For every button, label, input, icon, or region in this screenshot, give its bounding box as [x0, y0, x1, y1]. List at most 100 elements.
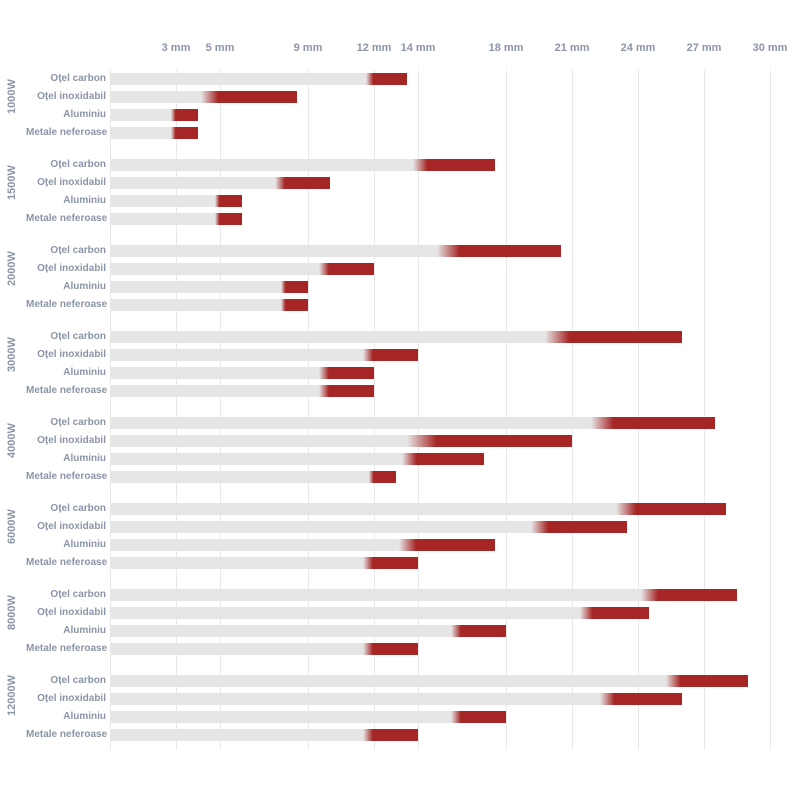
bar-base: [110, 729, 374, 741]
bar-fade: [545, 331, 573, 343]
x-tick-label: 24 mm: [621, 42, 656, 54]
power-group-label: 6000W: [6, 524, 18, 544]
bar-red: [286, 177, 330, 189]
bar-red: [462, 625, 506, 637]
power-group-label: 12000W: [6, 696, 18, 716]
material-label: Oțel inoxidabil: [26, 520, 106, 534]
bar-red: [176, 127, 198, 139]
cutting-capacity-chart: 3 mm5 mm9 mm12 mm14 mm18 mm21 mm24 mm27 …: [0, 0, 800, 800]
bar-red: [418, 539, 495, 551]
gridline: [638, 70, 639, 750]
material-label: Oțel carbon: [26, 416, 106, 430]
x-tick-label: 18 mm: [489, 42, 524, 54]
bar-red: [594, 607, 649, 619]
bar-base: [110, 435, 440, 447]
bar-red: [682, 675, 748, 687]
bar-base: [110, 213, 220, 225]
bar-base: [110, 417, 616, 429]
material-label: Aluminiu: [26, 452, 106, 466]
bar-base: [110, 503, 638, 515]
bar-fade: [363, 349, 374, 361]
bar-base: [110, 299, 286, 311]
bar-base: [110, 693, 616, 705]
material-label: Oțel carbon: [26, 588, 106, 602]
material-label: Metale neferoase: [26, 298, 106, 312]
material-label: Metale neferoase: [26, 642, 106, 656]
material-label: Aluminiu: [26, 366, 106, 380]
bar-red: [616, 417, 715, 429]
bar-base: [110, 127, 176, 139]
x-tick-label: 27 mm: [687, 42, 722, 54]
bar-fade: [402, 453, 419, 465]
bar-base: [110, 245, 462, 257]
bar-fade: [591, 417, 616, 429]
bar-red: [550, 521, 627, 533]
x-tick-label: 9 mm: [294, 42, 323, 54]
gridline: [572, 70, 573, 750]
bar-fade: [399, 539, 418, 551]
bar-red: [374, 557, 418, 569]
gridline: [506, 70, 507, 750]
material-label: Metale neferoase: [26, 556, 106, 570]
bar-fade: [580, 607, 594, 619]
material-label: Oțel carbon: [26, 502, 106, 516]
material-label: Metale neferoase: [26, 728, 106, 742]
bar-red: [374, 73, 407, 85]
bar-fade: [666, 675, 683, 687]
bar-fade: [363, 643, 374, 655]
bar-fade: [275, 177, 286, 189]
material-label: Oțel inoxidabil: [26, 176, 106, 190]
bar-red: [374, 729, 418, 741]
bar-base: [110, 263, 330, 275]
bar-fade: [319, 367, 330, 379]
bar-red: [572, 331, 682, 343]
material-label: Metale neferoase: [26, 384, 106, 398]
material-label: Metale neferoase: [26, 126, 106, 140]
material-label: Aluminiu: [26, 194, 106, 208]
bar-red: [220, 213, 242, 225]
bar-red: [220, 91, 297, 103]
material-label: Metale neferoase: [26, 212, 106, 226]
material-label: Oțel inoxidabil: [26, 692, 106, 706]
bar-base: [110, 159, 429, 171]
bar-red: [330, 367, 374, 379]
bar-base: [110, 589, 660, 601]
power-group-label: 8000W: [6, 610, 18, 630]
bar-base: [110, 281, 286, 293]
x-tick-label: 3 mm: [162, 42, 191, 54]
material-label: Oțel inoxidabil: [26, 262, 106, 276]
bar-base: [110, 711, 462, 723]
material-label: Oțel carbon: [26, 72, 106, 86]
power-group-label: 3000W: [6, 352, 18, 372]
bar-base: [110, 521, 550, 533]
bar-red: [286, 299, 308, 311]
bar-red: [462, 245, 561, 257]
bar-red: [220, 195, 242, 207]
x-tick-label: 14 mm: [401, 42, 436, 54]
material-label: Oțel carbon: [26, 330, 106, 344]
bar-base: [110, 195, 220, 207]
material-label: Oțel inoxidabil: [26, 434, 106, 448]
bar-fade: [437, 245, 462, 257]
material-label: Oțel carbon: [26, 244, 106, 258]
power-group-label: 4000W: [6, 438, 18, 458]
material-label: Aluminiu: [26, 624, 106, 638]
x-tick-label: 5 mm: [206, 42, 235, 54]
bar-fade: [319, 263, 330, 275]
bar-fade: [451, 711, 462, 723]
x-tick-label: 21 mm: [555, 42, 590, 54]
bar-fade: [600, 693, 617, 705]
bar-red: [374, 471, 396, 483]
bar-base: [110, 367, 330, 379]
bar-red: [330, 263, 374, 275]
bar-base: [110, 625, 462, 637]
bar-fade: [413, 159, 430, 171]
bar-red: [638, 503, 726, 515]
bar-base: [110, 349, 374, 361]
material-label: Metale neferoase: [26, 470, 106, 484]
plot-area: 3 mm5 mm9 mm12 mm14 mm18 mm21 mm24 mm27 …: [110, 70, 770, 750]
gridline: [770, 70, 771, 750]
bar-fade: [616, 503, 638, 515]
bar-fade: [366, 73, 374, 85]
material-label: Oțel inoxidabil: [26, 606, 106, 620]
